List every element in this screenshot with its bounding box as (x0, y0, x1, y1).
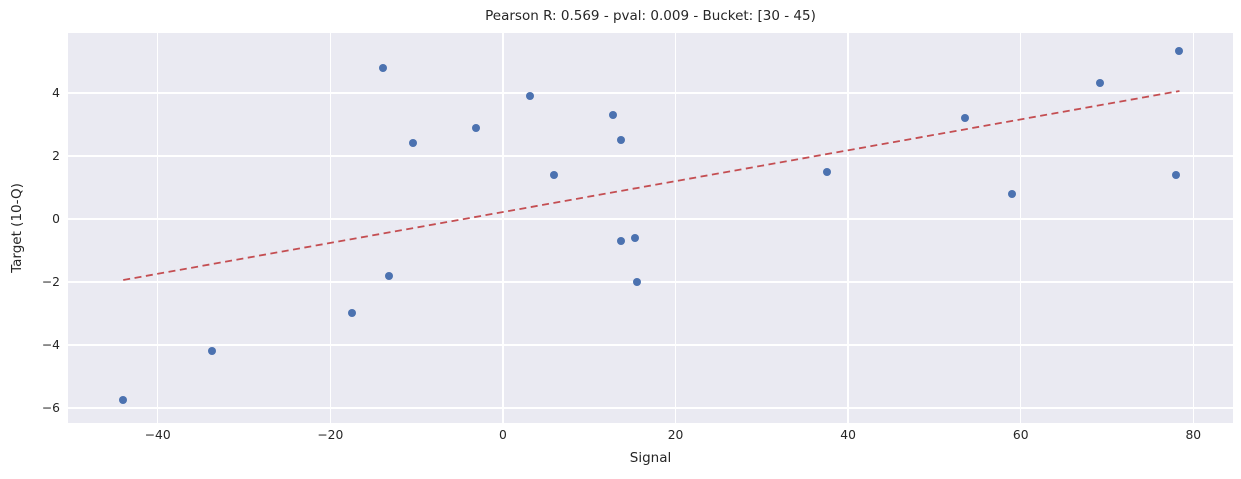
x-gridline (1019, 33, 1022, 423)
x-tick-label: 0 (499, 428, 507, 442)
scatter-point (1172, 170, 1181, 179)
y-tick-label: 0 (52, 211, 60, 226)
scatter-point (632, 277, 641, 286)
y-tick-label: 4 (52, 85, 60, 100)
y-gridline (68, 344, 1233, 346)
plot-area (68, 33, 1233, 423)
scatter-point (347, 309, 356, 318)
y-gridline (68, 92, 1233, 94)
y-tick-label: 2 (52, 148, 60, 163)
y-gridline (68, 218, 1233, 220)
scatter-point (1175, 46, 1184, 55)
scatter-point (472, 123, 481, 132)
scatter-point (823, 167, 832, 176)
trend-line-layer (123, 90, 1180, 281)
x-tick-label: 40 (840, 428, 856, 442)
x-gridline (502, 33, 504, 423)
scatter-point (378, 63, 387, 72)
x-gridline (674, 33, 677, 423)
scatter-point (617, 236, 626, 245)
scatter-point (549, 170, 558, 179)
scatter-point (609, 110, 618, 119)
scatter-point (409, 139, 418, 148)
x-gridline (156, 33, 159, 423)
y-tick-label: −4 (41, 337, 60, 352)
x-axis-label: Signal (629, 450, 672, 466)
y-gridline (68, 155, 1233, 157)
scatter-point (961, 114, 970, 123)
scatter-point (630, 233, 639, 242)
x-tick-label: −20 (317, 428, 344, 442)
scatter-point (1008, 189, 1017, 198)
scatter-point (1096, 79, 1105, 88)
y-tick-label: −6 (41, 400, 60, 415)
scatter-point (119, 396, 128, 404)
scatter-point (525, 92, 534, 100)
x-gridline (329, 33, 332, 423)
trend-line (123, 90, 1180, 281)
y-tick-label: −2 (41, 274, 60, 289)
x-gridline (847, 33, 849, 423)
x-tick-label: 80 (1185, 428, 1202, 442)
y-gridline (68, 281, 1233, 283)
y-axis-label: Target (10-Q) (9, 183, 25, 273)
scatter-point (385, 271, 394, 280)
x-tick-label: −40 (144, 428, 171, 442)
x-tick-label: 20 (667, 428, 684, 442)
x-tick-label: 60 (1012, 428, 1029, 442)
scatter-point (208, 347, 217, 356)
scatter-point (617, 136, 626, 145)
x-gridline (1192, 33, 1195, 423)
chart-title: Pearson R: 0.569 - pval: 0.009 - Bucket:… (485, 8, 816, 24)
y-gridline (68, 407, 1233, 409)
